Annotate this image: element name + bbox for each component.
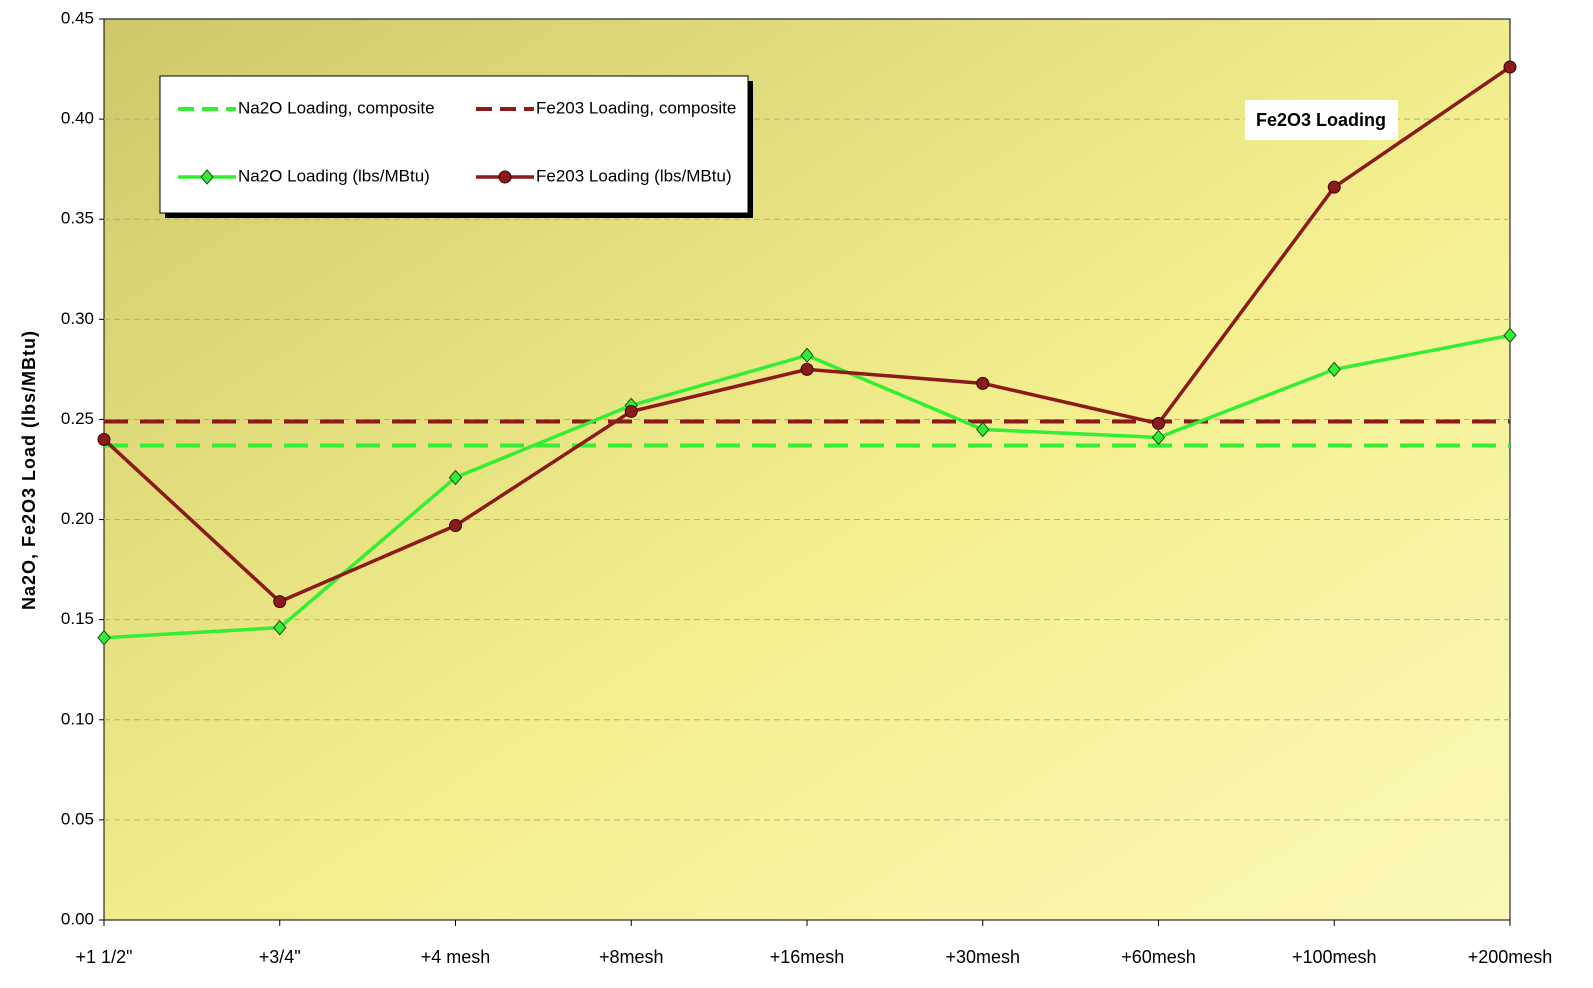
- marker: [1327, 180, 1341, 194]
- y-tick-label: 0.40: [61, 109, 94, 128]
- y-tick-label: 0.10: [61, 709, 94, 728]
- marker: [1151, 429, 1166, 446]
- y-tick-label: 0.35: [61, 209, 94, 228]
- annotation-box: [1245, 100, 1398, 140]
- legend-label: Na2O Loading, composite: [238, 98, 435, 117]
- y-tick-label: 0.30: [61, 309, 94, 328]
- marker: [976, 421, 990, 438]
- legend-marker: [498, 170, 512, 184]
- y-tick-label: 0.05: [61, 809, 94, 828]
- legend: Na2O Loading, composite Fe203 Loading, co…: [159, 75, 753, 218]
- x-tick-label: +4 mesh: [421, 947, 491, 967]
- legend-label: Na2O Loading (lbs/MBtu): [238, 166, 430, 185]
- x-tick-label: +1 1/2": [76, 947, 133, 967]
- marker: [1503, 327, 1517, 344]
- marker: [624, 404, 638, 418]
- marker: [273, 619, 287, 636]
- marker: [1503, 60, 1517, 74]
- marker: [1152, 416, 1165, 430]
- x-tick-label: +16mesh: [770, 947, 845, 967]
- legend-marker: [200, 169, 214, 185]
- y-tick-label: 0.20: [61, 509, 94, 528]
- y-tick-label: 0.25: [61, 409, 94, 428]
- x-tick-label: +3/4": [259, 947, 301, 967]
- y-axis-title: Na2O, Fe2O3 Load (lbs/MBtu): [19, 330, 39, 610]
- x-tick-label: +100mesh: [1292, 947, 1377, 967]
- marker: [449, 519, 462, 533]
- y-tick-label: 0.00: [61, 909, 94, 928]
- marker: [448, 469, 463, 486]
- x-tick-label: +30mesh: [945, 947, 1020, 967]
- marker: [97, 432, 111, 446]
- legend-box: [159, 75, 749, 214]
- legend-label: Fe203 Loading, composite: [536, 98, 736, 117]
- marker: [800, 362, 814, 376]
- annotation: Fe2O3 Loading: [1256, 110, 1386, 130]
- marker: [273, 595, 287, 609]
- marker: [97, 629, 111, 646]
- legend-label: Fe203 Loading (lbs/MBtu): [536, 166, 732, 185]
- x-tick-label: +8mesh: [599, 947, 664, 967]
- marker: [800, 347, 814, 364]
- y-tick-label: 0.45: [61, 8, 94, 27]
- marker: [1327, 361, 1341, 378]
- x-tick-label: +60mesh: [1121, 947, 1196, 967]
- x-tick-label: +200mesh: [1468, 947, 1553, 967]
- y-tick-label: 0.15: [61, 609, 94, 628]
- marker: [976, 376, 990, 390]
